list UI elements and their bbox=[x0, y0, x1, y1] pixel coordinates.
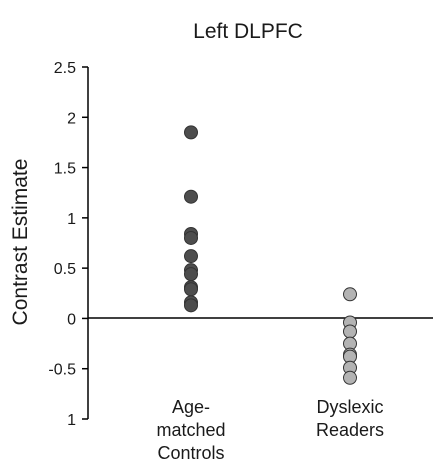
y-tick-label: 1.5 bbox=[54, 161, 76, 178]
y-tick-label: 2 bbox=[67, 110, 76, 127]
y-tick-label: 0.5 bbox=[54, 261, 76, 278]
data-point bbox=[343, 287, 357, 302]
y-tick-label: 1 bbox=[67, 412, 76, 429]
data-point bbox=[184, 230, 198, 245]
category-label: Controls bbox=[157, 443, 224, 463]
y-tick-label: 1 bbox=[67, 211, 76, 228]
category-label: Dyslexic bbox=[316, 397, 383, 417]
category-label: Readers bbox=[316, 420, 384, 440]
y-tick-label: 0 bbox=[67, 311, 76, 328]
data-point bbox=[184, 249, 198, 264]
data-point bbox=[184, 125, 198, 140]
data-point bbox=[343, 370, 357, 385]
data-point bbox=[343, 324, 357, 339]
data-point bbox=[184, 267, 198, 282]
category-label: matched bbox=[156, 420, 225, 440]
data-point bbox=[184, 298, 198, 313]
y-axis-label: Contrast Estimate bbox=[9, 159, 32, 326]
data-point bbox=[184, 282, 198, 297]
chart-title: Left DLPFC bbox=[193, 20, 303, 43]
category-label: Age- bbox=[172, 397, 210, 417]
y-tick-label: 2.5 bbox=[54, 60, 76, 77]
y-tick-label: -0.5 bbox=[48, 362, 76, 379]
data-point bbox=[184, 189, 198, 204]
